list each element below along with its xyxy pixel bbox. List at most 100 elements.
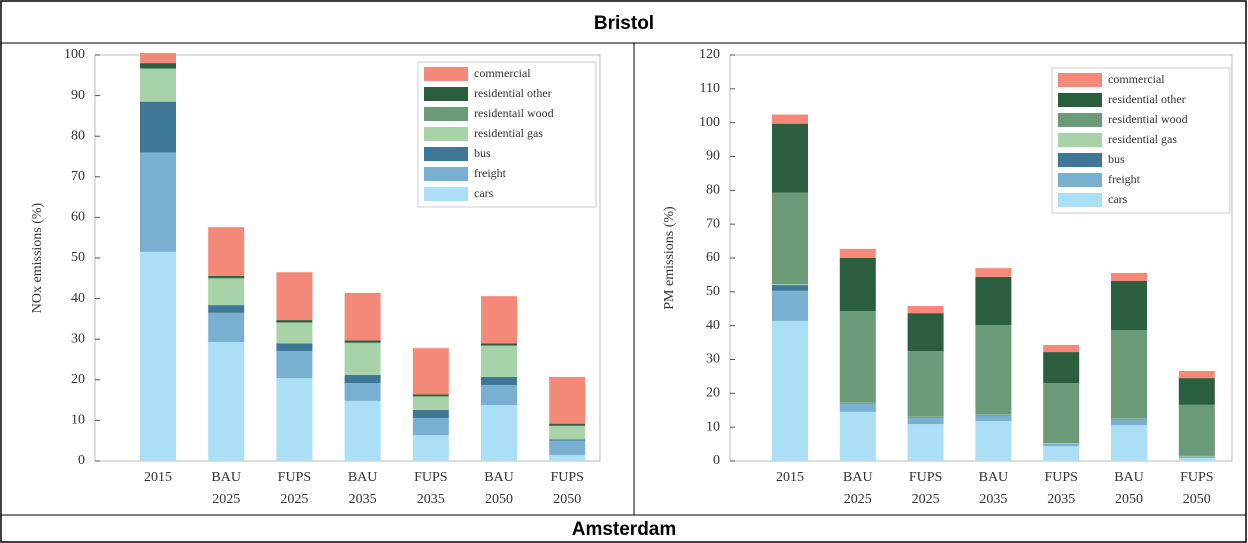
- city-header: Bristol: [594, 13, 654, 34]
- legend-box: [1051, 67, 1231, 214]
- legend-label: residential wood: [1108, 112, 1188, 126]
- bar-segment: [772, 192, 808, 285]
- legend-swatch: [424, 127, 468, 141]
- bar-segment: [1043, 444, 1080, 447]
- bar-segment: [208, 275, 245, 278]
- x-tick-label: BAU: [843, 470, 873, 485]
- bar-segment: [412, 396, 449, 397]
- bar-segment: [975, 415, 1012, 417]
- bar-segment: [481, 346, 517, 377]
- y-tick-label: 60: [71, 210, 85, 225]
- y-tick-label: 70: [71, 169, 85, 184]
- x-tick-label: 2050: [485, 492, 513, 507]
- legend-label: cars: [1108, 192, 1128, 206]
- bar-segment: [839, 403, 876, 405]
- bar-segment: [344, 343, 381, 375]
- bar-segment: [208, 305, 245, 313]
- bar-segment: [1043, 443, 1080, 444]
- x-tick-label: 2025: [212, 492, 240, 507]
- legend-swatch: [1058, 113, 1102, 127]
- x-tick-label: 2035: [349, 492, 377, 507]
- x-tick-label: 2050: [1183, 492, 1211, 507]
- bar-segment: [140, 101, 176, 153]
- legend-swatch: [1058, 173, 1102, 187]
- x-tick-label: 2025: [844, 492, 872, 507]
- legend-swatch: [424, 87, 468, 101]
- bar-segment: [208, 227, 245, 276]
- bar-segment: [1111, 420, 1147, 426]
- city-header: Amsterdam: [572, 519, 677, 540]
- bar-segment: [140, 52, 176, 64]
- x-tick-label: FUPS: [278, 470, 311, 485]
- bar-segment: [140, 152, 176, 252]
- legend-label: residential gas: [1108, 132, 1177, 146]
- bar-segment: [1178, 457, 1215, 461]
- bar-segment: [344, 340, 381, 343]
- y-tick-label: 20: [706, 386, 720, 401]
- y-tick-label: 110: [700, 81, 720, 96]
- x-tick-label: 2025: [912, 492, 940, 507]
- x-tick-label: 2035: [979, 492, 1007, 507]
- y-tick-label: 90: [71, 88, 85, 103]
- bar-segment: [907, 416, 944, 418]
- legend-swatch: [1058, 133, 1102, 147]
- bar-segment: [276, 322, 313, 344]
- legend-swatch: [424, 167, 468, 181]
- bar-segment: [344, 292, 381, 341]
- bar-segment: [481, 343, 517, 346]
- bar-segment: [1178, 456, 1215, 458]
- y-tick-label: 60: [706, 250, 720, 265]
- legend-swatch: [424, 107, 468, 121]
- bar-segment: [1178, 378, 1215, 405]
- bar-segment: [549, 440, 586, 455]
- bar-segment: [839, 404, 876, 412]
- bar-segment: [772, 320, 808, 461]
- bar-segment: [208, 312, 245, 343]
- bar-segment: [140, 69, 176, 102]
- bar-segment: [975, 416, 1012, 422]
- legend-label: residential gas: [474, 126, 543, 140]
- bar-segment: [1043, 383, 1080, 444]
- bar-segment: [772, 123, 808, 193]
- legend-label: residential other: [474, 86, 552, 100]
- legend-label: residentail wood: [474, 106, 554, 120]
- bar-segment: [276, 322, 313, 323]
- y-tick-label: 70: [706, 216, 720, 231]
- bar-segment: [412, 348, 449, 395]
- bar-segment: [276, 350, 313, 379]
- legend-label: freight: [1108, 172, 1141, 186]
- bar-segment: [549, 439, 586, 441]
- legend-label: bus: [1108, 152, 1125, 166]
- x-tick-label: FUPS: [1180, 470, 1213, 485]
- bar-segment: [276, 320, 313, 323]
- bar-segment: [772, 285, 808, 291]
- y-tick-label: 30: [71, 331, 85, 346]
- bar-segment: [276, 272, 313, 321]
- y-tick-label: 50: [71, 250, 85, 265]
- x-tick-label: FUPS: [550, 470, 583, 485]
- y-axis-label: NOx emissions (%): [30, 202, 45, 313]
- bar-segment: [772, 290, 808, 321]
- bar-segment: [975, 421, 1012, 461]
- legend-swatch: [1058, 153, 1102, 167]
- bar-segment: [481, 296, 517, 344]
- bar-segment: [549, 454, 586, 461]
- bar-segment: [975, 324, 1012, 415]
- y-tick-label: 80: [706, 183, 720, 198]
- bar-segment: [975, 276, 1012, 325]
- legend-swatch: [424, 67, 468, 81]
- bar-segment: [208, 342, 245, 461]
- y-tick-label: 120: [699, 47, 720, 62]
- bar-segment: [344, 400, 381, 461]
- bar-segment: [772, 284, 808, 286]
- bar-segment: [1111, 418, 1147, 420]
- bar-segment: [1043, 352, 1080, 384]
- x-tick-label: BAU: [1114, 470, 1144, 485]
- bar-segment: [140, 67, 176, 70]
- bar-segment: [208, 278, 245, 306]
- y-tick-label: 10: [706, 419, 720, 434]
- bar-segment: [140, 63, 176, 68]
- x-tick-label: 2050: [553, 492, 581, 507]
- bar-segment: [1111, 419, 1147, 421]
- bar-segment: [839, 411, 876, 461]
